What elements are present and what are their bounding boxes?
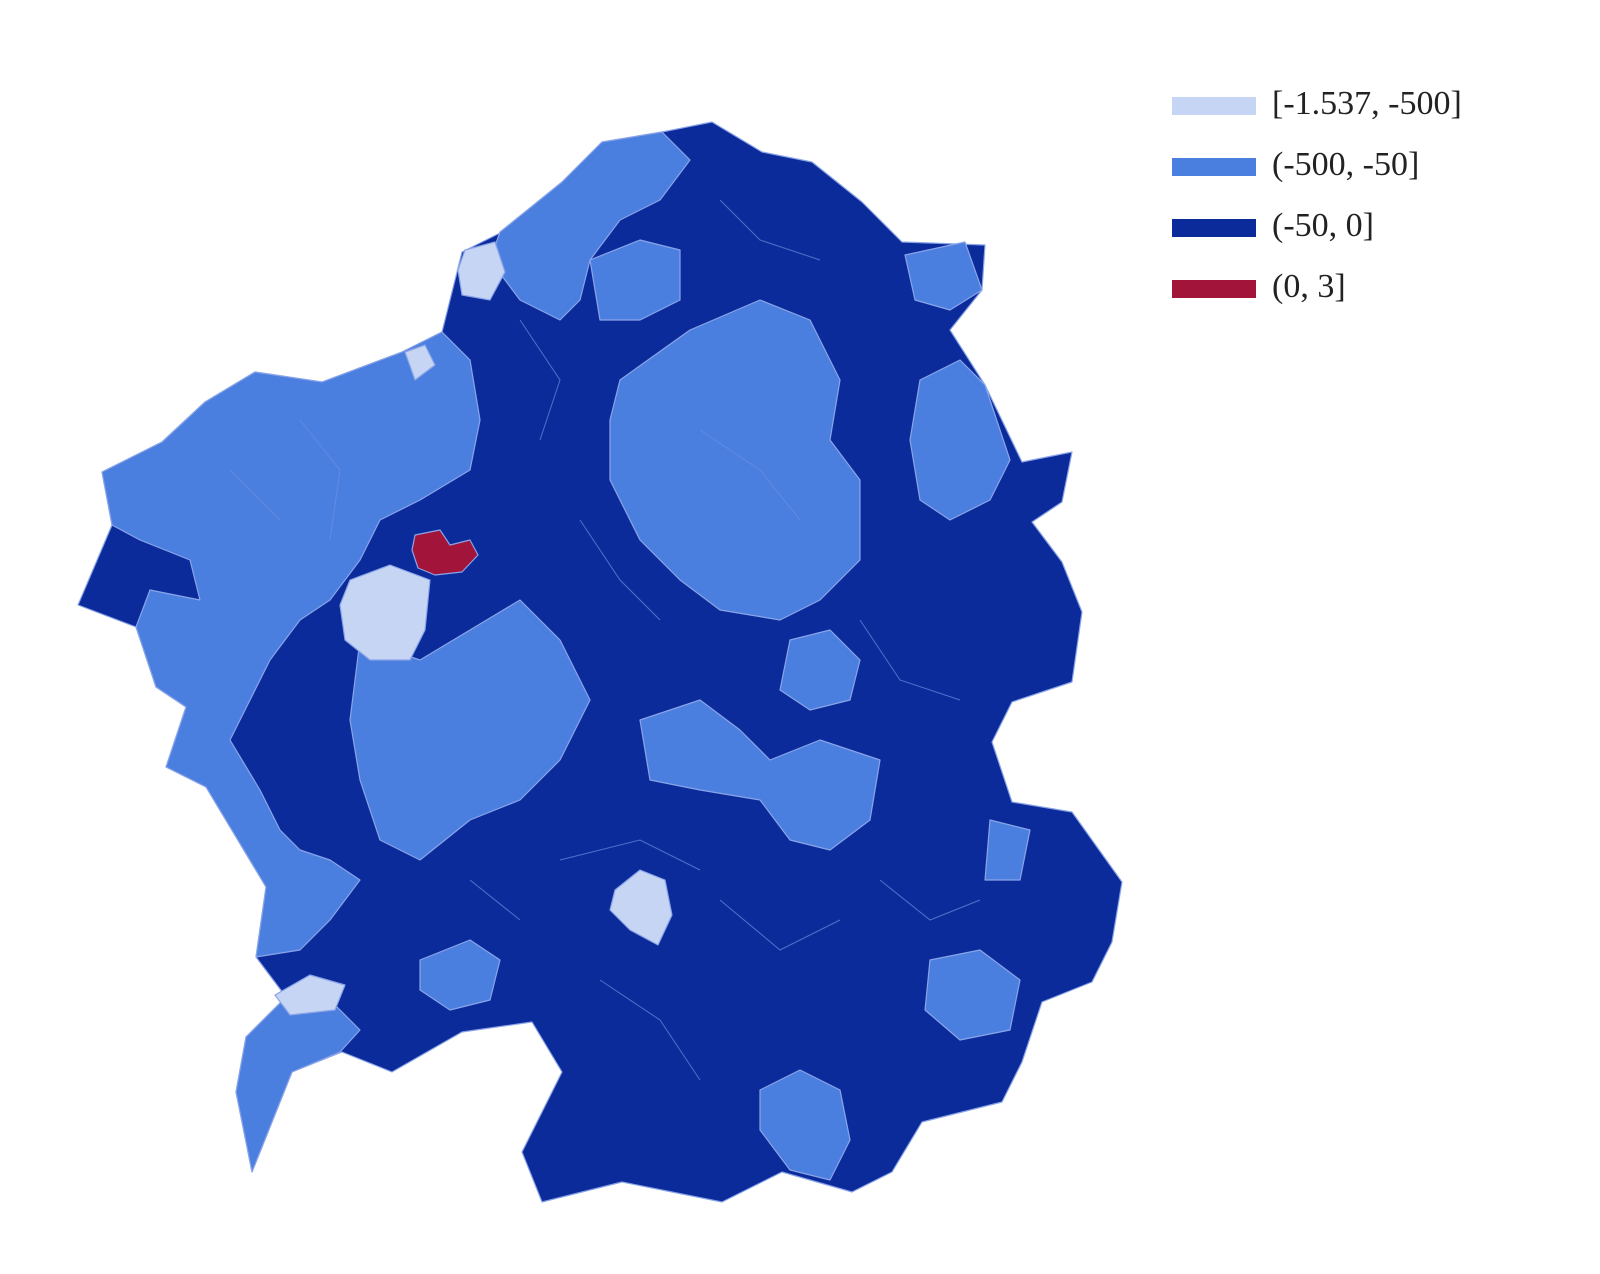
region (404, 344, 436, 381)
region (924, 949, 1021, 1041)
region (779, 629, 861, 711)
region (339, 564, 431, 661)
region (411, 529, 479, 576)
region (349, 599, 591, 861)
legend-label: [-1.537, -500] (1272, 85, 1462, 122)
border (229, 199, 981, 1081)
legend-label: (0, 3] (1272, 268, 1346, 305)
legend-swatch (1172, 97, 1256, 115)
legend-swatch (1172, 280, 1256, 298)
region (904, 241, 983, 311)
legend-label: (-50, 0] (1272, 207, 1374, 244)
region (457, 241, 506, 301)
region (609, 299, 861, 621)
region (489, 131, 691, 321)
legend-swatch (1172, 158, 1256, 176)
legend: [-1.537, -500] (-500, -50] (-50, 0] (0, 3] (1172, 85, 1462, 305)
region (589, 239, 681, 321)
region (274, 974, 346, 1016)
region (909, 359, 1011, 521)
region (419, 939, 501, 1011)
region (639, 699, 881, 851)
region (609, 869, 673, 946)
legend-swatch (1172, 219, 1256, 237)
region (101, 331, 481, 958)
region (759, 1069, 851, 1181)
map (77, 121, 1123, 1203)
region (984, 819, 1031, 881)
legend-label: (-500, -50] (1272, 146, 1419, 183)
region (235, 996, 361, 1173)
